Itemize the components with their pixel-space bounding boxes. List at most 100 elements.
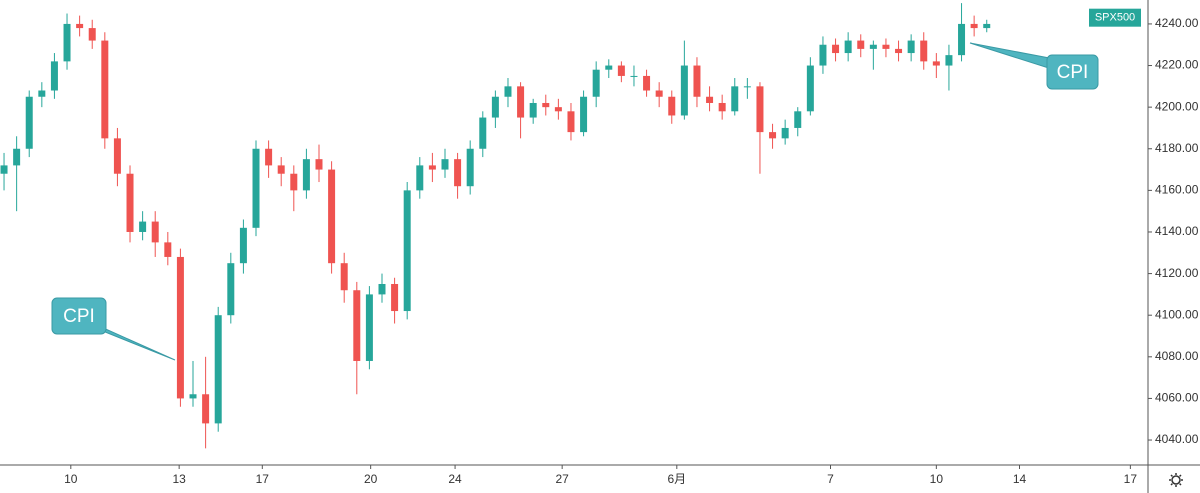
y-tick-label: 4220.00 xyxy=(1155,58,1199,72)
candle-body xyxy=(239,227,247,264)
candle xyxy=(882,38,890,58)
candle-body xyxy=(832,44,840,54)
candle-body xyxy=(139,221,147,232)
candle xyxy=(895,40,903,62)
candle xyxy=(479,111,487,158)
candle xyxy=(743,78,751,99)
candle xyxy=(378,273,386,303)
candle xyxy=(932,53,940,79)
candle xyxy=(718,94,726,120)
candle xyxy=(239,219,247,274)
candle xyxy=(794,107,802,137)
y-tick-label: 4200.00 xyxy=(1155,99,1199,113)
x-tick-label: 24 xyxy=(448,472,462,486)
candle-body xyxy=(340,263,348,291)
candle-body xyxy=(491,96,499,118)
candle xyxy=(832,38,840,62)
candle xyxy=(164,231,172,266)
y-tick-label: 4080.00 xyxy=(1155,349,1199,363)
candle-body xyxy=(0,165,8,174)
candle-body xyxy=(567,111,575,133)
candle-body xyxy=(13,148,21,166)
candle-body xyxy=(869,44,877,49)
candle xyxy=(844,32,852,62)
price-tag xyxy=(1089,8,1141,27)
candle xyxy=(958,3,966,62)
candle-body xyxy=(731,86,739,112)
candle xyxy=(983,19,991,33)
candle-body xyxy=(353,290,361,361)
candle xyxy=(63,13,71,70)
x-tick-label: 17 xyxy=(1124,472,1138,486)
settings-icon[interactable] xyxy=(1169,473,1183,487)
candle xyxy=(945,44,953,91)
candle xyxy=(567,102,575,141)
candle-body xyxy=(113,138,121,174)
candle xyxy=(907,34,915,62)
candle-body xyxy=(88,28,96,41)
candle-body xyxy=(403,190,411,312)
candle xyxy=(340,252,348,303)
candle-body xyxy=(769,132,777,139)
candle-body xyxy=(970,23,978,29)
candle xyxy=(353,281,361,395)
candle-body xyxy=(517,86,525,118)
x-tick-label: 17 xyxy=(256,472,270,486)
candle-body xyxy=(416,165,424,191)
candle-body xyxy=(25,96,33,149)
candle xyxy=(643,69,651,97)
candle xyxy=(391,277,399,324)
candle-body xyxy=(151,221,159,243)
candle xyxy=(88,19,96,49)
candle xyxy=(655,82,663,108)
candle xyxy=(151,211,159,257)
candle xyxy=(252,140,260,237)
candle-body xyxy=(819,44,827,66)
candle xyxy=(693,57,701,108)
candle xyxy=(113,127,121,187)
x-tick-label: 6月 xyxy=(667,472,686,486)
candle-body xyxy=(479,117,487,149)
candle xyxy=(101,32,109,149)
candle xyxy=(0,152,8,191)
candle-body xyxy=(265,148,273,166)
candle xyxy=(38,82,46,108)
candle xyxy=(554,98,562,120)
candle-body xyxy=(328,169,336,264)
candle-body xyxy=(315,159,323,170)
candle-body xyxy=(680,65,688,116)
candle-body xyxy=(189,394,197,399)
candle-body xyxy=(252,148,260,228)
x-tick-label: 10 xyxy=(930,472,944,486)
candle xyxy=(706,86,714,112)
candle-body xyxy=(592,69,600,97)
candle-body xyxy=(718,102,726,112)
candle-body xyxy=(882,44,890,49)
candle-body xyxy=(63,23,71,62)
candle xyxy=(50,53,58,99)
candle xyxy=(302,148,310,199)
price-tag-label: SPX500 xyxy=(1095,12,1135,24)
candle xyxy=(529,98,537,124)
y-tick-label: 4100.00 xyxy=(1155,307,1199,321)
candle-body xyxy=(895,48,903,54)
y-tick-label: 4040.00 xyxy=(1155,432,1199,446)
candle-body xyxy=(554,107,562,112)
candle xyxy=(76,15,84,37)
candle-body xyxy=(365,294,373,361)
candle xyxy=(189,360,197,407)
x-tick-label: 7 xyxy=(827,472,834,486)
y-tick-label: 4140.00 xyxy=(1155,224,1199,238)
candle-body xyxy=(38,90,46,97)
candle-body xyxy=(214,315,222,424)
x-tick-label: 13 xyxy=(172,472,186,486)
candle-body xyxy=(391,283,399,312)
candle xyxy=(970,15,978,37)
candle xyxy=(265,140,273,178)
candle xyxy=(517,82,525,139)
y-tick-label: 4180.00 xyxy=(1155,141,1199,155)
candle-body xyxy=(958,23,966,56)
candle-body xyxy=(706,96,714,103)
candle xyxy=(504,78,512,108)
